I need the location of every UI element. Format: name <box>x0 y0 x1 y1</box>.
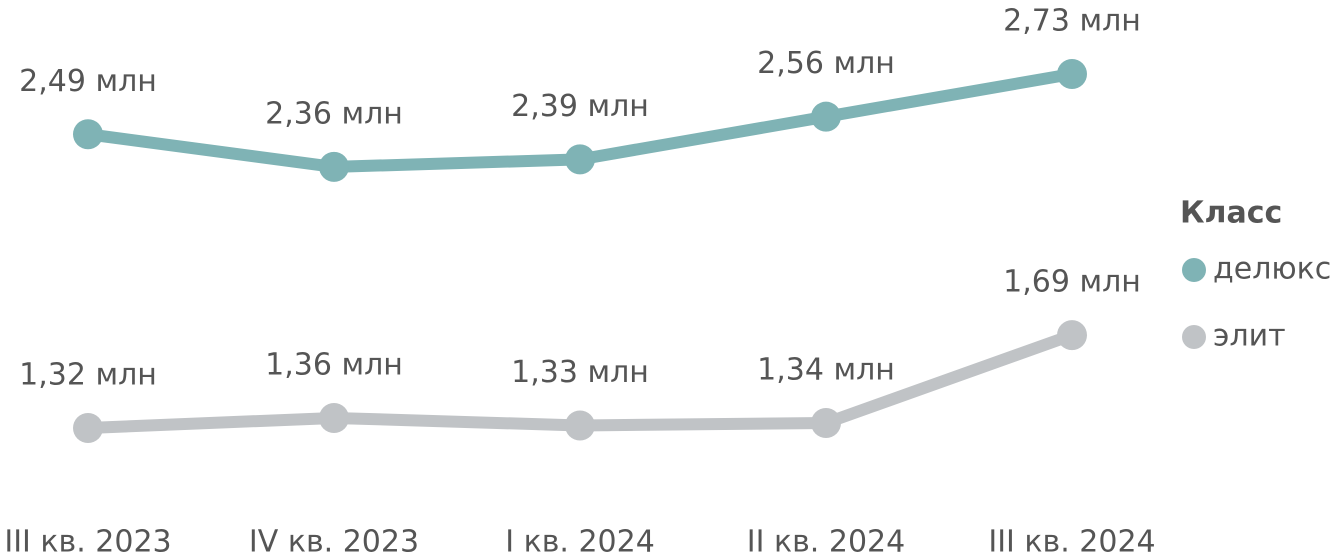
x-tick-label: I кв. 2024 <box>505 525 655 560</box>
point <box>1057 59 1087 89</box>
point <box>811 101 841 132</box>
value-label: 2,39 млн <box>511 89 649 124</box>
legend-marker <box>1182 258 1206 282</box>
point <box>565 144 595 175</box>
point <box>811 407 841 438</box>
point <box>319 402 349 433</box>
x-tick-label: III кв. 2024 <box>988 525 1155 560</box>
value-label: 1,34 млн <box>757 352 895 387</box>
value-label: 1,33 млн <box>511 355 649 390</box>
value-label: 2,36 млн <box>265 96 403 131</box>
point <box>73 413 103 443</box>
x-tick-label: IV кв. 2023 <box>249 525 419 560</box>
value-label: 1,36 млн <box>265 347 403 382</box>
point <box>565 410 595 441</box>
value-label: 2,73 млн <box>1003 4 1141 39</box>
legend-marker <box>1182 325 1206 349</box>
x-tick-label: III кв. 2023 <box>4 525 171 560</box>
value-label: 1,69 млн <box>1003 265 1141 300</box>
value-label: 2,49 млн <box>19 64 157 99</box>
x-tick-label: II кв. 2024 <box>747 525 905 560</box>
value-label: 2,56 млн <box>757 46 895 81</box>
legend-label: делюкс <box>1213 252 1331 287</box>
point <box>73 119 103 150</box>
value-label: 1,32 млн <box>19 358 157 393</box>
point <box>1057 320 1087 351</box>
legend-title: Класс <box>1180 196 1282 231</box>
legend-label: элит <box>1213 319 1286 354</box>
point <box>319 151 349 182</box>
